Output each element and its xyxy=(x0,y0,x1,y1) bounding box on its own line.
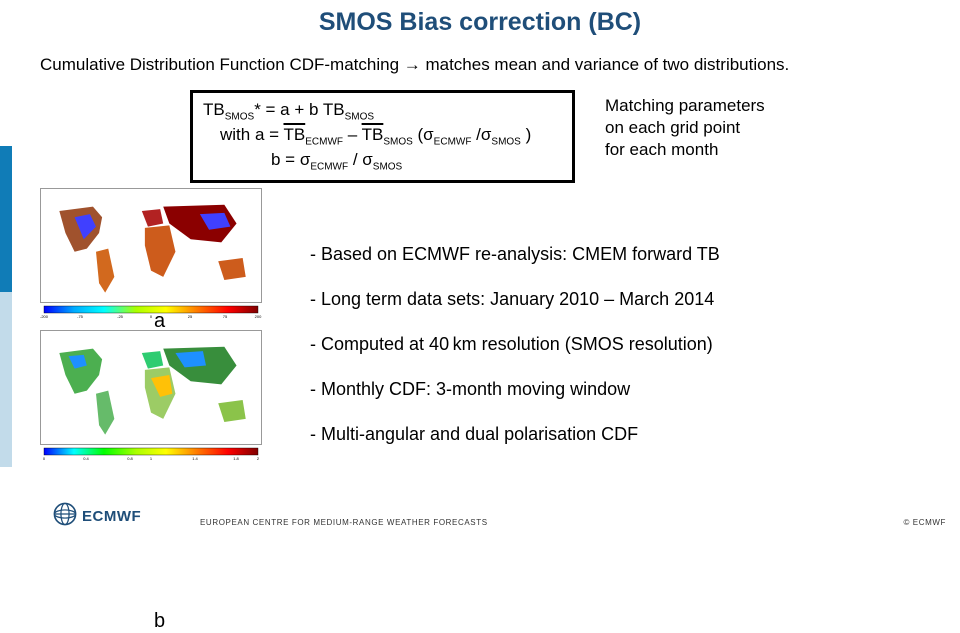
bullet-item: - Monthly CDF: 3-month moving window xyxy=(310,379,930,400)
footer-center-text: EUROPEAN CENTRE FOR MEDIUM-RANGE WEATHER… xyxy=(200,518,488,527)
svg-text:-25: -25 xyxy=(117,314,124,319)
svg-text:25: 25 xyxy=(188,314,193,319)
formula-line2: with a = TBECMWF – TBSMOS (σECMWF /σSMOS… xyxy=(203,124,562,149)
svg-text:0.4: 0.4 xyxy=(83,456,89,461)
formula-line1: TBSMOS* = a + b TBSMOS xyxy=(203,99,562,124)
svg-text:0: 0 xyxy=(150,314,153,319)
footer-copyright: © ECMWF xyxy=(903,518,946,527)
svg-text:2: 2 xyxy=(257,456,260,461)
matching-params-note: Matching parameters on each grid point f… xyxy=(605,95,765,161)
bullet-item: - Based on ECMWF re-analysis: CMEM forwa… xyxy=(310,244,930,265)
bullet-item: - Multi-angular and dual polarisation CD… xyxy=(310,424,930,445)
svg-text:1: 1 xyxy=(150,456,153,461)
svg-text:200: 200 xyxy=(255,314,262,319)
svg-text:75: 75 xyxy=(223,314,228,319)
maps-column: -200-75-25 02575200 a xyxy=(40,188,290,472)
svg-text:-75: -75 xyxy=(77,314,84,319)
map-a: -200-75-25 02575200 a xyxy=(40,188,290,324)
worldmap-a xyxy=(40,188,262,303)
svg-text:-200: -200 xyxy=(40,314,49,319)
logo-text: ECMWF xyxy=(82,508,141,525)
formula-box: TBSMOS* = a + b TBSMOS with a = TBECMWF … xyxy=(190,90,575,183)
ecmwf-logo: ECMWF xyxy=(52,501,141,532)
map-b: 00.40.8 11.41.82 b xyxy=(40,330,290,466)
map-b-label: b xyxy=(154,610,165,633)
bullets-list: - Based on ECMWF re-analysis: CMEM forwa… xyxy=(310,244,930,469)
svg-text:0.8: 0.8 xyxy=(127,456,133,461)
slide-title: SMOS Bias correction (BC) xyxy=(0,8,960,37)
worldmap-b xyxy=(40,330,262,445)
side-stripe xyxy=(0,0,12,540)
colorbar-b: 0 0.4 0.8 1 1.4 1.8 2 xyxy=(40,447,262,461)
subtitle: Cumulative Distribution Function CDF-mat… xyxy=(40,55,789,75)
formula-line3: b = σECMWF / σSMOS xyxy=(203,149,562,174)
svg-text:1.8: 1.8 xyxy=(233,456,239,461)
globe-icon xyxy=(52,501,78,532)
svg-text:1.4: 1.4 xyxy=(192,456,198,461)
bullet-item: - Long term data sets: January 2010 – Ma… xyxy=(310,289,930,310)
footer: ECMWF EUROPEAN CENTRE FOR MEDIUM-RANGE W… xyxy=(0,508,960,532)
svg-text:0: 0 xyxy=(43,456,46,461)
colorbar-a: -200 -75 -25 0 25 75 200 xyxy=(40,305,262,319)
bullet-item: - Computed at 40 km resolution (SMOS res… xyxy=(310,334,930,355)
